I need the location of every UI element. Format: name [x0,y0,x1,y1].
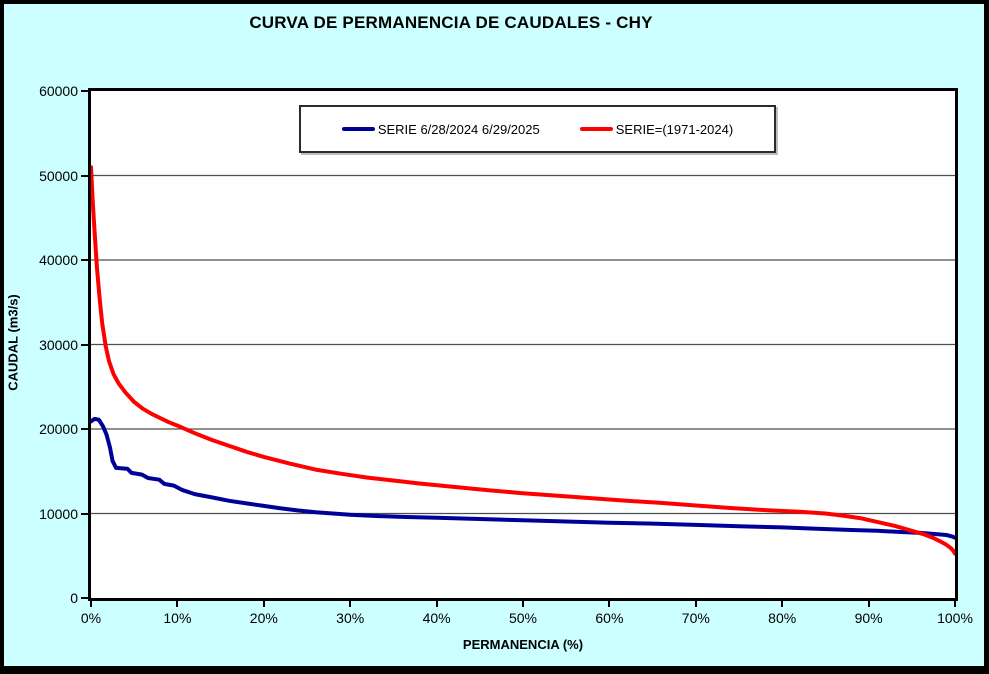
y-tick-label: 50000 [39,167,78,184]
y-tick-mark [81,428,89,430]
y-tick-label: 20000 [39,421,78,437]
legend: SERIE 6/28/2024 6/29/2025 SERIE=(1971-20… [299,105,776,153]
series-plot-canvas [91,165,955,556]
y-tick-mark [81,90,89,92]
plot-area [88,88,958,601]
series-line-blue [91,416,955,540]
x-tick-label: 0% [80,610,102,626]
x-tick-label: 80% [768,610,797,626]
x-tick-mark [435,601,438,607]
y-tick-mark [81,512,89,515]
legend-line-sample-blue [341,127,375,131]
legend-line-sample-red [579,127,613,131]
x-tick-mark [694,601,697,607]
y-tick-label: 10000 [39,505,78,522]
x-tick-mark [781,601,784,607]
y-tick-mark [81,597,89,599]
y-tick-label: 30000 [39,336,78,353]
x-tick-label: 70% [681,610,710,626]
x-tick-label: 90% [854,610,883,626]
y-tick-mark [81,259,89,261]
legend-label-serie-1971-2024: SERIE=(1971-2024) [615,121,734,137]
y-tick-mark [81,343,89,346]
x-tick-label: 10% [163,610,192,626]
x-tick-mark [176,601,179,607]
x-axis-title: PERMANENCIA (%) [462,637,584,652]
x-tick-label: 40% [422,610,451,626]
chart-title: CURVA DE PERMANENCIA DE CAUDALES - CHY [249,13,653,32]
y-tick-label: 60000 [39,83,78,99]
y-tick-label: 40000 [39,252,78,268]
x-tick-mark [608,601,611,607]
x-tick-mark [349,601,352,607]
x-tick-label: 100% [937,610,973,626]
x-tick-mark [954,601,956,607]
series-line-red [91,165,955,556]
y-tick-label: 0 [70,590,78,606]
x-tick-label: 50% [508,610,538,626]
x-tick-mark [90,601,92,607]
x-tick-label: 60% [595,610,624,626]
x-tick-mark [867,601,870,607]
legend-item-serie-2024-2025: SERIE 6/28/2024 6/29/2025 [341,121,540,137]
x-tick-mark [522,601,524,607]
y-tick-mark [81,174,89,177]
legend-item-serie-1971-2024: SERIE=(1971-2024) [579,121,734,137]
legend-label-serie-2024-2025: SERIE 6/28/2024 6/29/2025 [377,121,540,137]
x-tick-mark [262,601,265,607]
x-tick-label: 30% [336,610,365,626]
x-tick-label: 20% [249,610,278,626]
